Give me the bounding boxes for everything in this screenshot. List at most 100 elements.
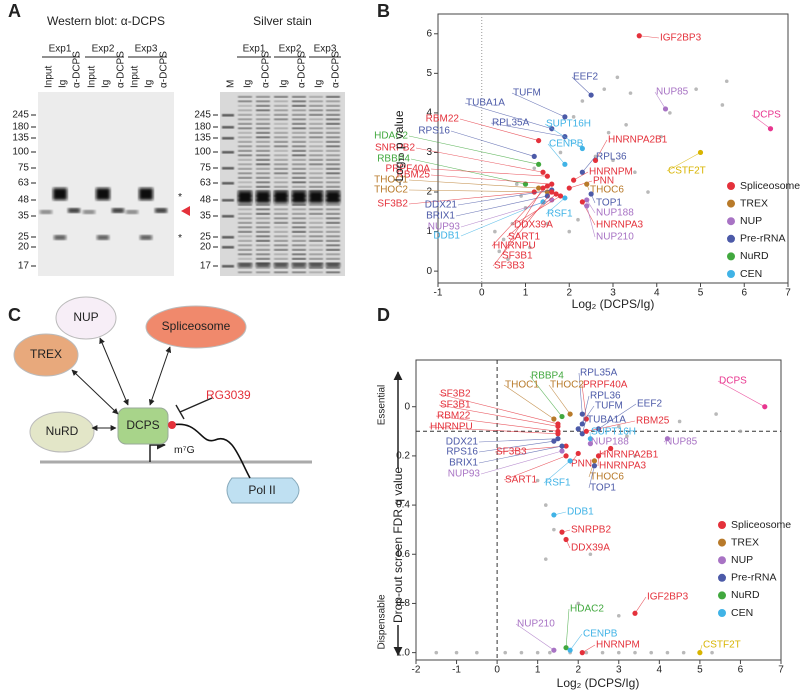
leader-line [581, 384, 587, 420]
leader-line [565, 608, 570, 648]
stain-band [274, 163, 288, 166]
leader-line [430, 174, 552, 185]
marker-label: 17 [18, 261, 30, 272]
stain-band [256, 217, 270, 220]
data-point [567, 647, 573, 653]
lane-label: Input [130, 66, 141, 88]
stain-band [238, 267, 252, 269]
stain-band [238, 168, 252, 170]
point-label: HNRNPM [589, 167, 633, 178]
point-label: THOC6 [590, 185, 624, 196]
background-point [720, 103, 725, 107]
stain-band [292, 114, 306, 116]
stain-band [274, 96, 288, 98]
data-point [579, 650, 585, 656]
point-label: THOC2 [550, 380, 584, 391]
point-label: TOP1 [590, 483, 616, 494]
data-point [555, 423, 561, 429]
stain-band [274, 105, 288, 107]
stain-band [274, 123, 288, 125]
point-label: SF3B2 [377, 199, 408, 210]
leader-line [588, 465, 595, 489]
data-point [563, 645, 569, 651]
stain-band [274, 159, 288, 161]
leader-line [543, 460, 571, 484]
data-point [571, 177, 577, 183]
point-label: RPL36 [596, 152, 627, 163]
leader-line [480, 450, 563, 475]
legend-marker [718, 538, 726, 547]
stain-band [274, 271, 288, 274]
leader-line [529, 375, 563, 417]
stain-band [326, 271, 340, 274]
legend-marker [727, 270, 735, 278]
stain-band [326, 163, 340, 166]
point-label: DDX21 [425, 200, 458, 211]
stain-band [309, 159, 323, 161]
data-point [536, 185, 542, 191]
marker-label: 245 [194, 110, 211, 121]
point-label: HNRNPA2B1 [599, 450, 659, 461]
stain-band [256, 109, 270, 112]
stain-band [274, 118, 288, 121]
background-point [558, 150, 563, 155]
diagram-node [117, 407, 169, 445]
annotation: Dispensable [377, 594, 388, 649]
data-point [551, 438, 557, 444]
x-tick-label: 7 [785, 288, 791, 299]
stain-band [292, 235, 306, 238]
data-point [591, 463, 598, 469]
ladder-band [222, 182, 234, 185]
x-axis-label: Log₂ (DCPS/Ig) [572, 297, 655, 311]
stain-band [274, 109, 288, 112]
background-point [659, 134, 663, 139]
band [238, 263, 252, 267]
stain-band [256, 271, 270, 274]
leader-line [654, 91, 666, 110]
stain-band [238, 154, 252, 157]
x-tick-label: 4 [654, 288, 660, 299]
stain-band [292, 96, 306, 98]
stain-band [274, 253, 288, 256]
stain-band [256, 132, 270, 134]
background-point [633, 650, 637, 655]
stain-band [309, 150, 323, 152]
stain-band [256, 253, 270, 256]
stain-band [309, 253, 323, 256]
band [54, 235, 66, 240]
background-point [633, 170, 637, 175]
experiment-label: Exp2 [279, 44, 302, 55]
stain-band [326, 172, 340, 175]
stain-band [292, 208, 306, 211]
band [140, 235, 152, 240]
leader-line [494, 445, 567, 453]
stain-band [292, 123, 306, 125]
point-label: HNRNPU [493, 241, 536, 252]
band [256, 263, 270, 267]
data-point [579, 431, 585, 437]
stain-band [256, 127, 270, 130]
y-tick-label: 2 [426, 187, 432, 198]
point-label: NUP210 [596, 232, 634, 243]
marker-label: 63 [200, 178, 212, 189]
stain-band [326, 181, 340, 184]
stain-band [326, 244, 340, 247]
stain-band [238, 244, 252, 247]
point-label: DDX39A [514, 220, 553, 231]
stain-band [274, 217, 288, 220]
stain-band [292, 226, 306, 229]
leader-line [430, 168, 548, 177]
point-label: HNRNPU [430, 422, 473, 433]
stain-band [326, 240, 340, 242]
leader-line [415, 147, 544, 173]
leader-line [492, 191, 552, 267]
data-point [563, 536, 569, 543]
stain-band [309, 249, 323, 251]
data-point [579, 411, 585, 417]
stain-band [238, 181, 252, 184]
data-point [583, 416, 589, 422]
data-point [544, 193, 550, 199]
stain-band [326, 226, 340, 229]
stain-band [292, 145, 306, 148]
lane-label: α-DCPS [159, 51, 170, 88]
